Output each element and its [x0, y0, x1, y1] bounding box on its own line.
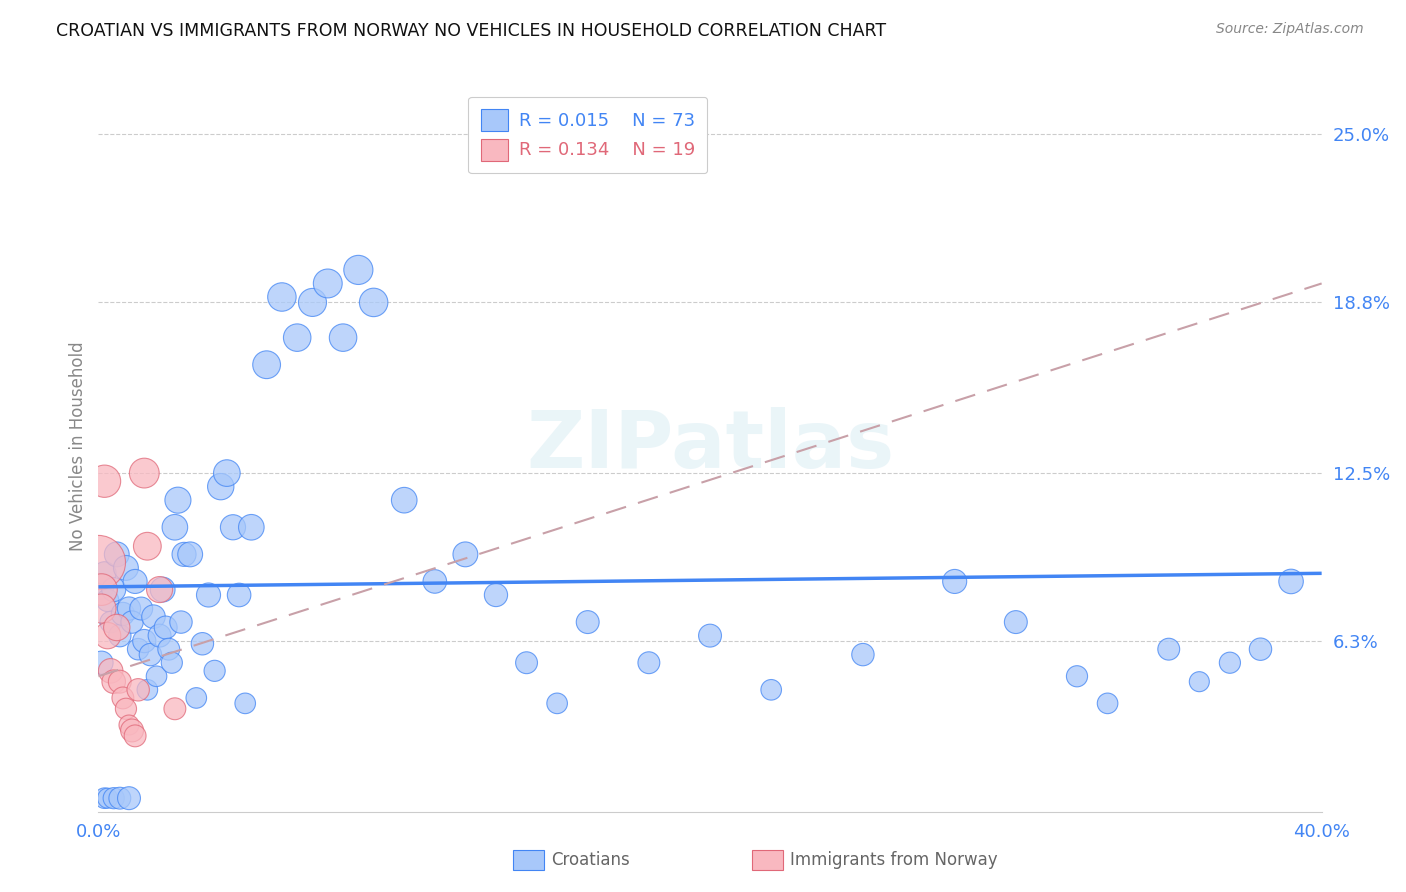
Point	[129, 601, 152, 615]
Point	[160, 656, 183, 670]
Point	[215, 466, 238, 480]
Point	[1249, 642, 1271, 657]
Point	[347, 263, 370, 277]
Point	[179, 547, 201, 561]
Point	[240, 520, 263, 534]
Point	[108, 674, 131, 689]
Point	[285, 331, 308, 345]
Point	[1157, 642, 1180, 657]
Point	[228, 588, 250, 602]
Point	[111, 690, 134, 705]
Point	[546, 697, 568, 711]
Point	[157, 642, 180, 657]
Point	[136, 682, 159, 697]
Point	[127, 682, 149, 697]
Point	[145, 669, 167, 683]
Point	[204, 664, 226, 678]
Point	[115, 702, 138, 716]
Point	[1279, 574, 1302, 589]
Point	[167, 493, 190, 508]
Point	[100, 615, 122, 629]
Point	[163, 702, 186, 716]
Point	[93, 791, 115, 805]
Point	[142, 609, 165, 624]
Point	[134, 466, 156, 480]
Point	[118, 601, 141, 615]
Point	[1066, 669, 1088, 683]
Point	[699, 629, 721, 643]
Point	[97, 629, 120, 643]
Point	[103, 582, 125, 597]
Point	[943, 574, 966, 589]
Point	[332, 331, 354, 345]
Point	[149, 582, 172, 597]
Point	[139, 648, 162, 662]
Point	[100, 664, 122, 678]
Point	[170, 615, 193, 629]
Point	[1004, 615, 1026, 629]
Point	[90, 601, 112, 615]
Point	[108, 629, 131, 643]
Point	[392, 493, 416, 508]
Text: ZIPatlas: ZIPatlas	[526, 407, 894, 485]
Point	[97, 593, 120, 607]
Point	[103, 791, 125, 805]
Point	[97, 791, 120, 805]
Text: CROATIAN VS IMMIGRANTS FROM NORWAY NO VEHICLES IN HOUSEHOLD CORRELATION CHART: CROATIAN VS IMMIGRANTS FROM NORWAY NO VE…	[56, 22, 886, 40]
Point	[90, 582, 112, 597]
Point	[149, 629, 172, 643]
Point	[87, 556, 110, 570]
Point	[186, 690, 208, 705]
Point	[163, 520, 186, 534]
Point	[90, 580, 112, 594]
Point	[423, 574, 446, 589]
Point	[301, 295, 323, 310]
Point	[637, 656, 661, 670]
Point	[316, 277, 339, 291]
Point	[105, 547, 128, 561]
Point	[363, 295, 385, 310]
Point	[1097, 697, 1119, 711]
Point	[93, 566, 115, 581]
Point	[173, 547, 195, 561]
Point	[155, 620, 177, 634]
Point	[454, 547, 477, 561]
Point	[121, 615, 143, 629]
Point	[118, 791, 141, 805]
Point	[103, 674, 125, 689]
Point	[485, 588, 508, 602]
Point	[1188, 674, 1211, 689]
Point	[222, 520, 245, 534]
Point	[852, 648, 875, 662]
Point	[136, 539, 159, 553]
Y-axis label: No Vehicles in Household: No Vehicles in Household	[69, 341, 87, 551]
Point	[118, 718, 141, 732]
Point	[105, 620, 128, 634]
Legend: R = 0.015    N = 73, R = 0.134    N = 19: R = 0.015 N = 73, R = 0.134 N = 19	[468, 96, 707, 173]
Point	[270, 290, 292, 304]
Point	[209, 480, 232, 494]
Point	[134, 634, 156, 648]
Point	[108, 791, 131, 805]
Point	[115, 561, 138, 575]
Point	[152, 582, 174, 597]
Text: Croatians: Croatians	[551, 851, 630, 869]
Point	[121, 723, 143, 738]
Point	[90, 656, 112, 670]
Point	[124, 729, 146, 743]
Text: Immigrants from Norway: Immigrants from Norway	[790, 851, 998, 869]
Point	[124, 574, 146, 589]
Point	[1219, 656, 1241, 670]
Point	[197, 588, 219, 602]
Point	[576, 615, 599, 629]
Point	[93, 474, 115, 488]
Point	[127, 642, 149, 657]
Text: Source: ZipAtlas.com: Source: ZipAtlas.com	[1216, 22, 1364, 37]
Point	[233, 697, 256, 711]
Point	[759, 682, 782, 697]
Point	[256, 358, 278, 372]
Point	[111, 607, 134, 621]
Point	[191, 637, 214, 651]
Point	[516, 656, 538, 670]
